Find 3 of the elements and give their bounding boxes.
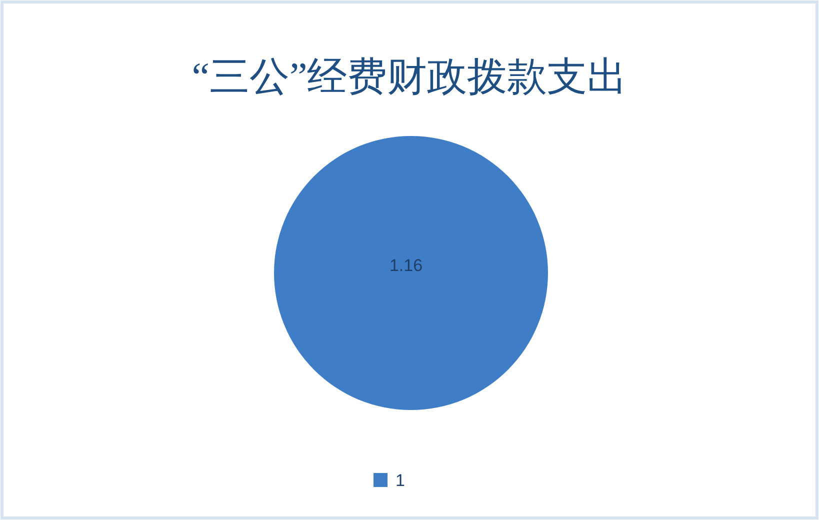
data-label: 1.16: [389, 256, 423, 275]
legend-label: 1: [396, 471, 405, 490]
chart-title: “三公”经费财政拨款支出: [192, 54, 628, 99]
